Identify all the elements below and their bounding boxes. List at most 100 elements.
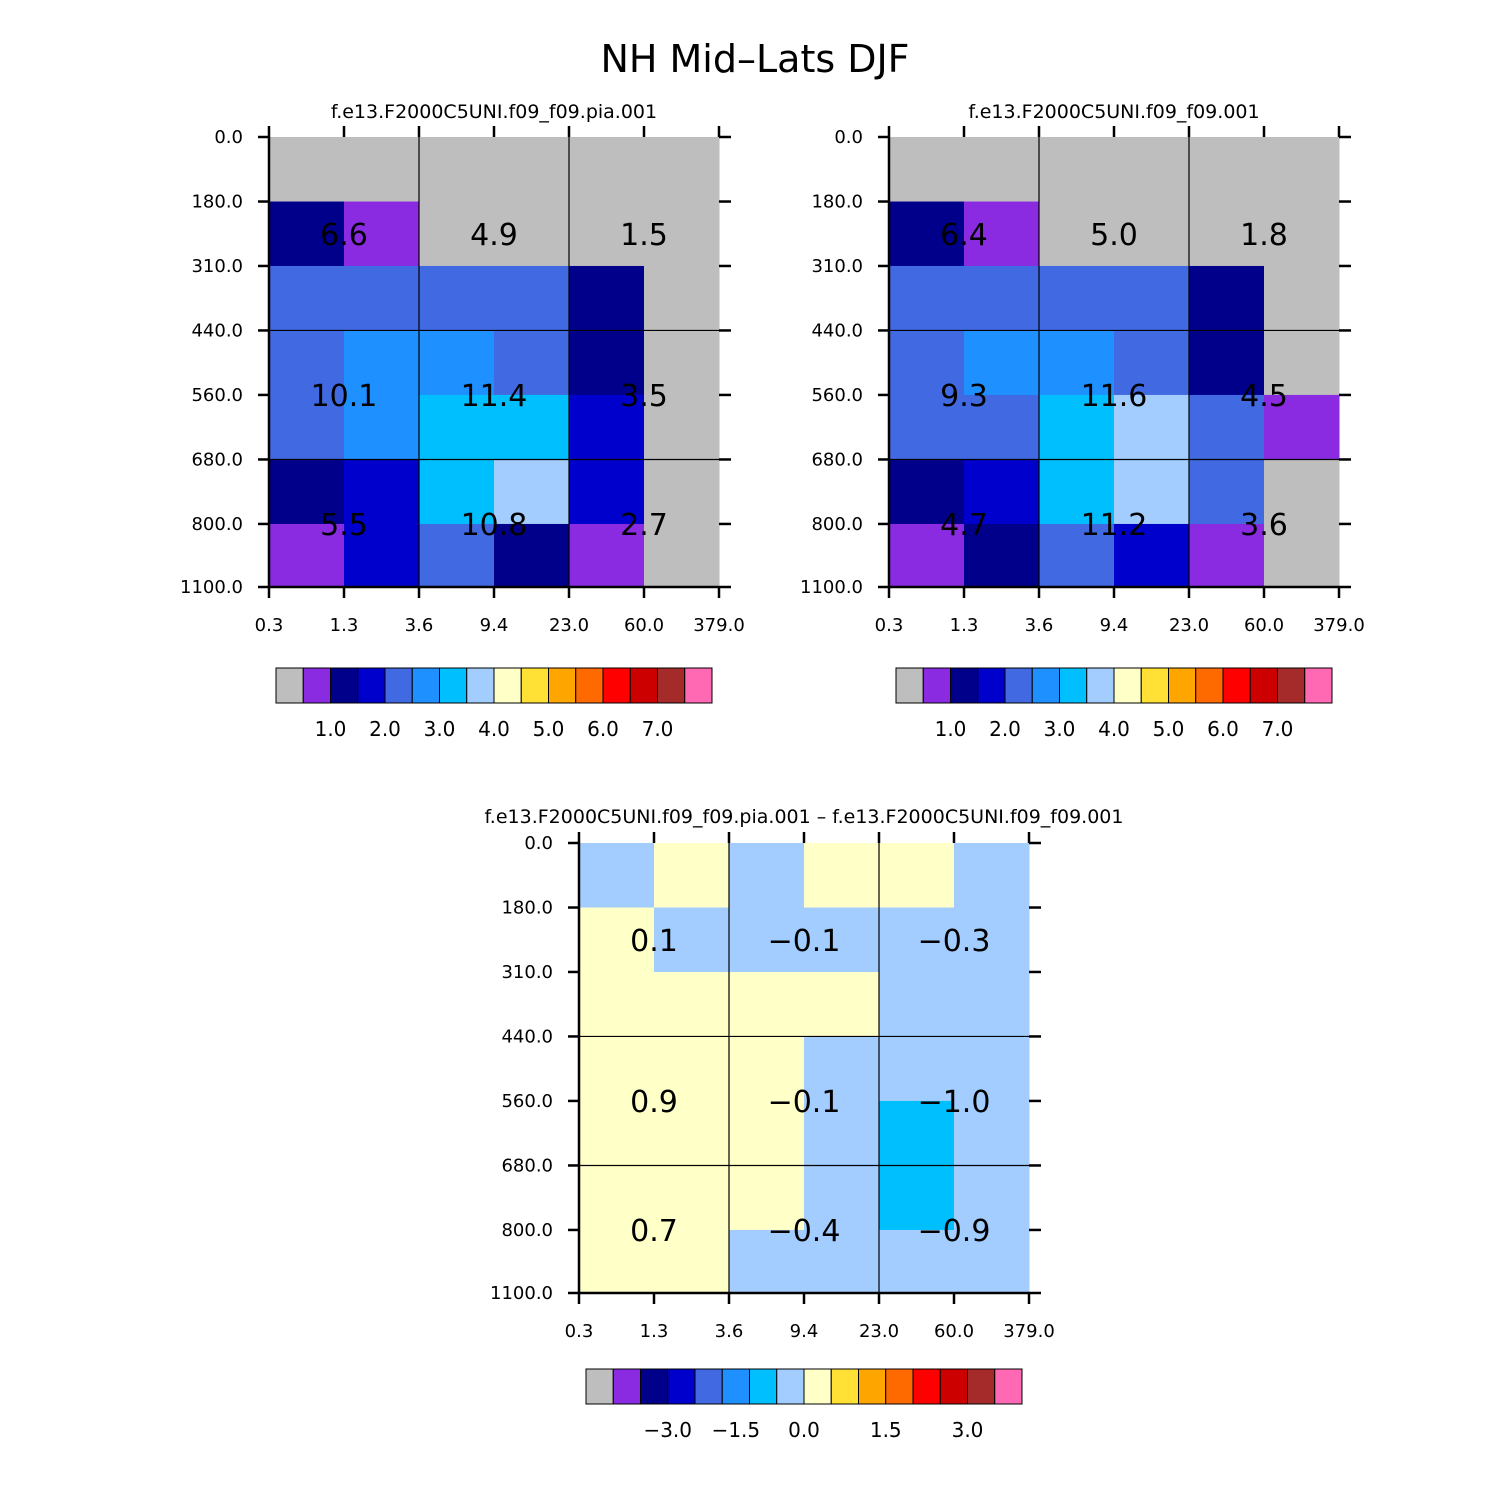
colorbar-swatch bbox=[330, 667, 359, 704]
x-tick-label: 379.0 bbox=[1003, 1321, 1055, 1342]
colorbar-swatch bbox=[858, 1368, 887, 1405]
heatmap-cell bbox=[729, 1100, 805, 1166]
colorbar-label: −1.5 bbox=[712, 1418, 761, 1442]
colorbar-swatch bbox=[548, 667, 577, 704]
heatmap-cell bbox=[269, 523, 345, 588]
block-value-label: 4.5 bbox=[1240, 379, 1288, 414]
heatmap-cell bbox=[1039, 330, 1115, 396]
heatmap-cell bbox=[1264, 265, 1340, 331]
heatmap-cell bbox=[954, 971, 1030, 1037]
colorbar-swatch bbox=[493, 667, 522, 704]
colorbar-label: 2.0 bbox=[989, 717, 1021, 741]
colorbar-label: 6.0 bbox=[1207, 717, 1239, 741]
heatmap-cell bbox=[729, 907, 805, 973]
block-value-label: 0.7 bbox=[630, 1214, 678, 1249]
y-tick-label: 310.0 bbox=[501, 962, 553, 983]
heatmap-cell bbox=[344, 459, 420, 525]
colorbar-swatch bbox=[585, 1368, 614, 1405]
heatmap-cell bbox=[954, 1229, 1030, 1294]
heatmap-cell bbox=[1189, 394, 1265, 460]
heatmap-cell bbox=[804, 1100, 880, 1166]
colorbar-swatch bbox=[1195, 667, 1224, 704]
y-tick-label: 310.0 bbox=[191, 256, 243, 277]
heatmap-cell bbox=[1264, 201, 1340, 267]
block-value-label: −0.4 bbox=[768, 1214, 841, 1249]
heatmap-cell bbox=[569, 394, 645, 460]
x-tick-label: 0.3 bbox=[875, 615, 904, 636]
heatmap-cell bbox=[1114, 394, 1190, 460]
colorbar-swatch bbox=[776, 1368, 805, 1405]
heatmap-cell bbox=[1189, 523, 1265, 588]
heatmap-cell bbox=[1039, 201, 1115, 267]
heatmap-cell bbox=[1264, 523, 1340, 588]
heatmap-cell bbox=[1189, 137, 1265, 203]
heatmap-cell bbox=[1114, 523, 1190, 588]
y-tick-label: 1100.0 bbox=[490, 1283, 553, 1304]
colorbar-swatch bbox=[520, 667, 549, 704]
colorbar-label: 4.0 bbox=[1098, 717, 1130, 741]
x-tick-label: 1.3 bbox=[330, 615, 359, 636]
heatmap-cell bbox=[644, 523, 720, 588]
colorbar-swatch bbox=[912, 1368, 941, 1405]
heatmap-cell bbox=[644, 459, 720, 525]
block-value-label: 3.6 bbox=[1240, 508, 1288, 543]
colorbar-label: 4.0 bbox=[478, 717, 510, 741]
colorbar-swatch bbox=[384, 667, 413, 704]
heatmap-cell bbox=[964, 330, 1040, 396]
heatmap-cell bbox=[494, 330, 570, 396]
y-tick-label: 800.0 bbox=[811, 514, 863, 535]
block-value-label: 1.5 bbox=[620, 218, 668, 253]
y-tick-label: 180.0 bbox=[191, 192, 243, 213]
heatmap-cell bbox=[654, 1229, 730, 1294]
panel-control: f.e13.F2000C5UNI.f09_f09.001 6.4 5.0 1.8 9.3… bbox=[800, 101, 1365, 741]
heatmap-cell bbox=[579, 907, 655, 973]
x-tick-label: 0.3 bbox=[255, 615, 284, 636]
heatmap-cell bbox=[1114, 265, 1190, 331]
block-value-label: −0.3 bbox=[918, 924, 991, 959]
y-tick-label: 0.0 bbox=[214, 127, 243, 148]
heatmap-cell bbox=[1114, 201, 1190, 267]
x-tick-label: 379.0 bbox=[1313, 615, 1365, 636]
heatmap-cell bbox=[729, 843, 805, 909]
heatmap-cell bbox=[579, 1100, 655, 1166]
heatmap-cell bbox=[419, 137, 495, 203]
heatmap-cell bbox=[889, 394, 965, 460]
heatmap-cell bbox=[344, 523, 420, 588]
colorbar-swatch bbox=[721, 1368, 750, 1405]
colorbar-label: 7.0 bbox=[642, 717, 674, 741]
colorbar-swatch bbox=[667, 1368, 696, 1405]
heatmap-cell bbox=[1114, 459, 1190, 525]
colorbar-swatch bbox=[411, 667, 440, 704]
colorbar-swatch bbox=[1031, 667, 1060, 704]
x-tick-label: 9.4 bbox=[480, 615, 509, 636]
colorbar-swatch bbox=[803, 1368, 832, 1405]
colorbar-swatch bbox=[749, 1368, 778, 1405]
colorbar-swatch bbox=[977, 667, 1006, 704]
heatmap-cell bbox=[419, 459, 495, 525]
x-tick-label: 379.0 bbox=[693, 615, 745, 636]
colorbar-swatch bbox=[684, 667, 713, 704]
colorbar-swatch bbox=[1140, 667, 1169, 704]
heatmap-cell bbox=[729, 971, 805, 1037]
y-tick-label: 800.0 bbox=[191, 514, 243, 535]
colorbar-swatch bbox=[466, 667, 495, 704]
block-value-label: 5.0 bbox=[1090, 218, 1138, 253]
heatmap-cell bbox=[654, 843, 730, 909]
heatmap-cell bbox=[954, 1165, 1030, 1231]
heatmap-cell bbox=[419, 330, 495, 396]
block-value-label: 4.9 bbox=[470, 218, 518, 253]
heatmap-cell bbox=[654, 971, 730, 1037]
colorbar-label: 1.5 bbox=[870, 1418, 902, 1442]
colorbar-label: 3.0 bbox=[952, 1418, 984, 1442]
x-tick-label: 23.0 bbox=[549, 615, 589, 636]
heatmap-cell bbox=[494, 394, 570, 460]
block-value-label: −0.1 bbox=[768, 924, 841, 959]
block-value-label: −0.9 bbox=[918, 1214, 991, 1249]
y-tick-label: 800.0 bbox=[501, 1220, 553, 1241]
y-tick-label: 310.0 bbox=[811, 256, 863, 277]
heatmap-cell bbox=[269, 394, 345, 460]
heatmap-cell bbox=[964, 265, 1040, 331]
heatmap-cell bbox=[569, 330, 645, 396]
heatmap-cell bbox=[954, 1100, 1030, 1166]
